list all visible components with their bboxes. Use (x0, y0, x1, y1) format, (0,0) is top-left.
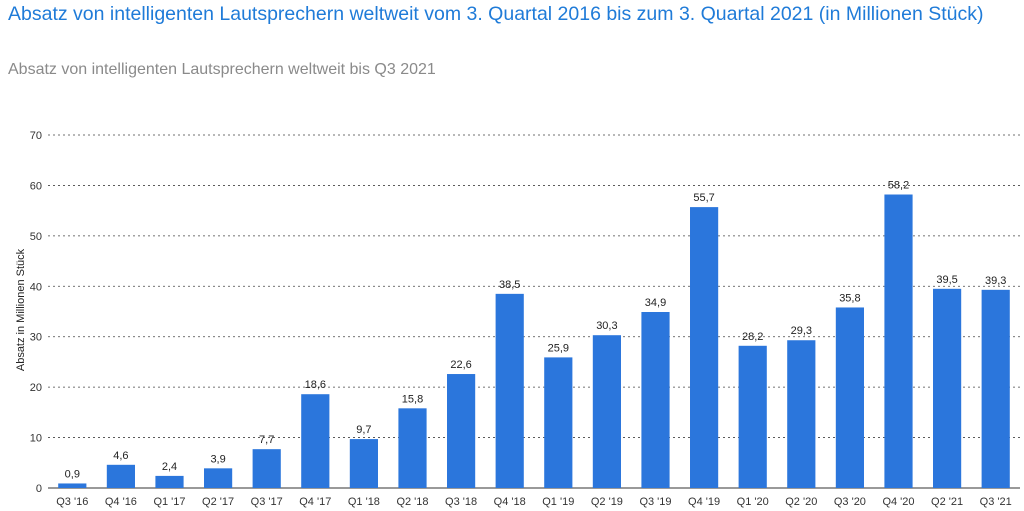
x-tick-label: Q2 '18 (396, 496, 428, 508)
y-tick-label: 70 (30, 130, 42, 142)
x-axis-ticks: Q3 '16 Q4 '16 Q1 '17 Q2 '17 Q3 '17 Q4 '17 Q1 '… (56, 496, 1011, 508)
y-tick-label: 50 (30, 231, 42, 243)
data-label: 0,9 (65, 468, 80, 480)
gridlines (48, 134, 1020, 489)
data-label: 2,4 (162, 461, 177, 473)
bar (592, 335, 621, 488)
y-tick-label: 0 (36, 483, 42, 495)
bar (398, 408, 427, 488)
x-tick-label: Q3 '16 (56, 496, 88, 508)
chart-title: Absatz von intelligenten Lautsprechern w… (8, 3, 984, 25)
data-label: 28,2 (742, 331, 763, 343)
data-label: 34,9 (645, 297, 666, 309)
bar (884, 194, 913, 488)
data-label: 7,7 (259, 434, 274, 446)
bar (155, 475, 184, 488)
y-tick-label: 20 (30, 382, 42, 394)
bar (835, 307, 864, 488)
y-tick-label: 10 (30, 433, 42, 445)
data-label: 3,9 (210, 453, 225, 465)
data-label: 22,6 (450, 359, 471, 371)
data-label: 35,8 (839, 292, 860, 304)
bar (981, 289, 1010, 488)
data-label: 58,2 (888, 180, 909, 192)
data-label: 55,7 (693, 192, 714, 204)
bar (641, 312, 670, 488)
x-tick-label: Q4 '16 (105, 496, 137, 508)
data-label: 39,5 (936, 274, 957, 286)
data-label: 15,8 (402, 393, 423, 405)
x-tick-label: Q3 '17 (251, 496, 283, 508)
x-tick-label: Q4 '20 (882, 496, 914, 508)
bar (204, 468, 233, 488)
bar (58, 483, 87, 488)
x-tick-label: Q3 '19 (639, 496, 671, 508)
x-tick-label: Q1 '20 (737, 496, 769, 508)
x-tick-label: Q4 '18 (494, 496, 526, 508)
x-tick-label: Q3 '20 (834, 496, 866, 508)
y-tick-label: 40 (30, 281, 42, 293)
bar (301, 394, 330, 488)
x-tick-label: Q1 '18 (348, 496, 380, 508)
chart-subtitle: Absatz von intelligenten Lautsprechern w… (8, 61, 436, 78)
x-tick-label: Q3 '18 (445, 496, 477, 508)
bar (252, 449, 281, 488)
y-tick-label: 60 (30, 180, 42, 192)
bar (787, 340, 816, 488)
x-tick-label: Q4 '19 (688, 496, 720, 508)
data-label: 38,5 (499, 279, 520, 291)
bar (738, 345, 767, 488)
bar (447, 374, 476, 488)
bar (495, 293, 524, 488)
x-tick-label: Q2 '21 (931, 496, 963, 508)
data-labels: 0,9 4,6 2,4 3,9 7,7 18,6 9,7 15,8 22,6 38,5 25,9 30… (65, 180, 1007, 481)
x-tick-label: Q2 '20 (785, 496, 817, 508)
data-label: 29,3 (791, 325, 812, 337)
data-label: 18,6 (305, 379, 326, 391)
y-axis-label: Absatz in Millionen Stück (15, 248, 27, 371)
x-tick-label: Q2 '19 (591, 496, 623, 508)
y-axis-ticks: 0 10 20 30 40 50 60 70 (30, 130, 42, 495)
x-tick-label: Q1 '19 (542, 496, 574, 508)
x-tick-label: Q1 '17 (153, 496, 185, 508)
data-label: 39,3 (985, 275, 1006, 287)
data-label: 30,3 (596, 320, 617, 332)
bar (690, 207, 719, 488)
data-label: 9,7 (356, 424, 371, 436)
bar (544, 357, 573, 488)
bar (106, 464, 135, 488)
y-tick-label: 30 (30, 332, 42, 344)
x-tick-label: Q4 '17 (299, 496, 331, 508)
bar (933, 288, 962, 488)
data-label: 4,6 (113, 450, 128, 462)
bar (349, 439, 378, 488)
x-tick-label: Q3 '21 (980, 496, 1012, 508)
x-tick-label: Q2 '17 (202, 496, 234, 508)
bars (58, 194, 1010, 488)
data-label: 25,9 (548, 342, 569, 354)
